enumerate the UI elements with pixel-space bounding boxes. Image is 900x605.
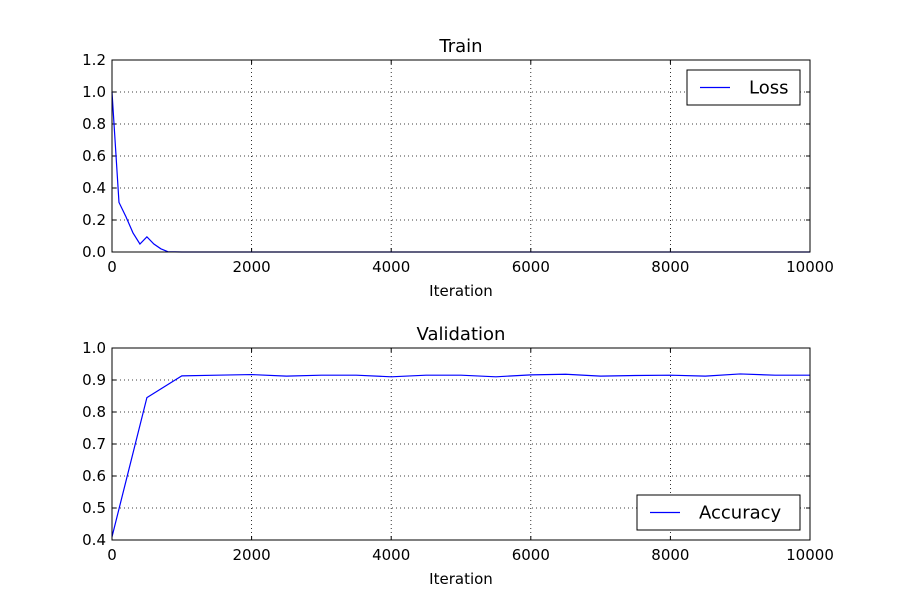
y-tick-label: 0.9 [82, 371, 106, 389]
y-tick-label: 1.0 [82, 339, 106, 357]
chart-title: Train [438, 36, 482, 57]
x-tick-label: 4000 [372, 258, 410, 276]
chart-title: Validation [417, 324, 506, 345]
x-axis-label: Iteration [429, 282, 493, 300]
x-tick-label: 2000 [233, 546, 271, 564]
legend-label: Accuracy [699, 503, 782, 524]
y-tick-label: 0.2 [82, 211, 106, 229]
x-tick-label: 10000 [786, 258, 834, 276]
x-tick-label: 8000 [651, 258, 689, 276]
series-line-accuracy [111, 373, 810, 537]
y-tick-label: 1.0 [82, 83, 106, 101]
plot-frame [111, 59, 811, 253]
train-panel: 0 2000 4000 6000 8000 10000 0.0 0.2 0.4 0.6 0.8 1.0… [82, 36, 834, 300]
y-tick-label: 0.6 [82, 147, 106, 165]
x-tick-label: 6000 [512, 258, 550, 276]
y-tick-label: 0.0 [82, 243, 106, 261]
x-tick-label: 4000 [372, 546, 410, 564]
y-tick-label: 0.4 [82, 179, 106, 197]
y-tick-label: 0.4 [82, 531, 106, 549]
y-tick-label: 0.7 [82, 435, 106, 453]
x-tick-label: 8000 [651, 546, 689, 564]
x-tick-label: 0 [107, 258, 117, 276]
x-tick-label: 10000 [786, 546, 834, 564]
x-axis-label: Iteration [429, 570, 493, 588]
validation-panel: 0 2000 4000 6000 8000 10000 0.4 0.5 0.6 0.7 0.8 0.9… [82, 324, 834, 588]
plot-frame [111, 347, 811, 541]
x-tick-label: 6000 [512, 546, 550, 564]
y-tick-label: 0.6 [82, 467, 106, 485]
y-tick-label: 0.8 [82, 115, 106, 133]
x-tick-label: 2000 [233, 258, 271, 276]
y-tick-label: 0.5 [82, 499, 106, 517]
legend-box [686, 69, 801, 106]
legend-label: Loss [749, 78, 788, 99]
y-tick-label: 1.2 [82, 51, 106, 69]
x-tick-label: 0 [107, 546, 117, 564]
y-tick-label: 0.8 [82, 403, 106, 421]
